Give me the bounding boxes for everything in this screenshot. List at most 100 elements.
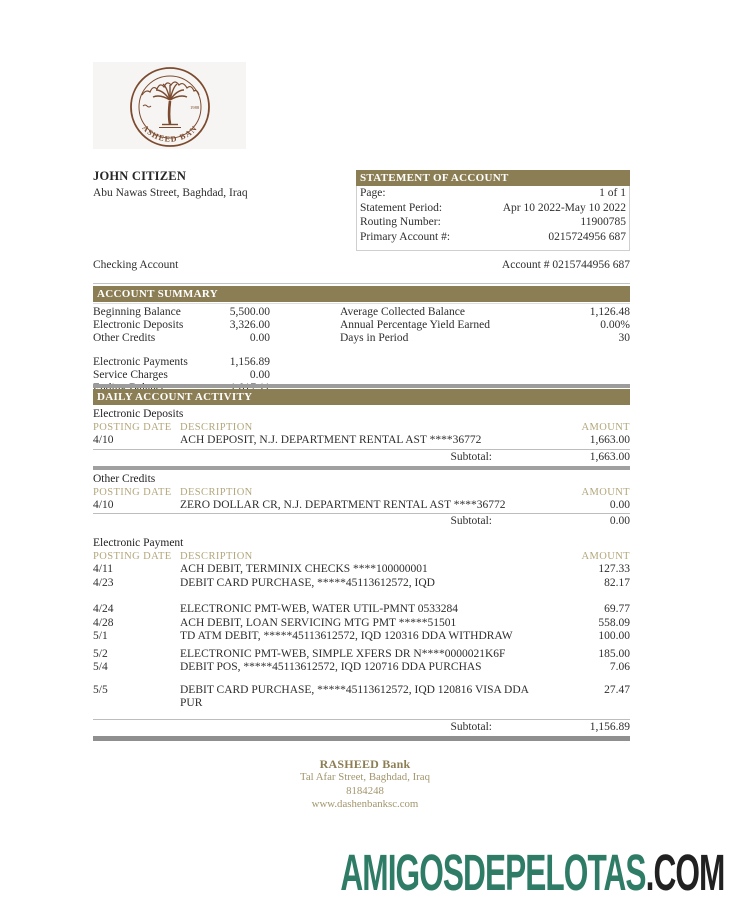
table-row: 5/5 DEBIT CARD PURCHASE, *****4511361257… <box>93 684 630 711</box>
logo-year: 1988 <box>190 105 200 110</box>
account-summary-body: Beginning Balance 5,500.00 Electronic De… <box>93 303 630 392</box>
cell-amount: 1,663.00 <box>589 434 630 446</box>
account-summary-right-column: Average Collected Balance 1,126.48 Annua… <box>340 306 630 345</box>
table-row: 4/28 ACH DEBIT, LOAN SERVICING MTG PMT *… <box>93 617 630 631</box>
summary-label: Annual Percentage Yield Earned <box>340 319 490 331</box>
table-row: 5/2 ELECTRONIC PMT-WEB, SIMPLE XFERS DR … <box>93 648 630 662</box>
header-posting-date: POSTING DATE <box>93 422 172 433</box>
cell-description: TD ATM DEBIT, *****45113612572, IQD 1203… <box>180 630 513 642</box>
header-posting-date: POSTING DATE <box>93 486 172 498</box>
bank-logo: RASHEED BANK 1988 <box>89 55 246 149</box>
cell-description: ELECTRONIC PMT-WEB, WATER UTIL-PMNT 0533… <box>180 603 459 615</box>
table-row: 4/10 ACH DEPOSIT, N.J. DEPARTMENT RENTAL… <box>93 434 630 448</box>
header-description: DESCRIPTION <box>180 551 253 562</box>
account-type: Checking Account <box>93 259 179 271</box>
statement-box-title: STATEMENT OF ACCOUNT <box>356 170 630 186</box>
section-name: Electronic Payment <box>93 537 184 549</box>
account-type-line: Checking Account Account # 0215744956 68… <box>93 258 630 272</box>
statement-info-box: STATEMENT OF ACCOUNT Page: 1 of 1 Statem… <box>356 170 630 252</box>
cell-amount: 185.00 <box>598 647 630 660</box>
summary-label: Days in Period <box>340 332 409 344</box>
summary-value: 30 <box>618 332 631 344</box>
statement-row-value: 11900785 <box>580 216 626 229</box>
summary-value: 0.00% <box>600 319 630 331</box>
cell-date: 5/2 <box>93 647 108 660</box>
cell-description: ACH DEBIT, LOAN SERVICING MTG PMT *****5… <box>180 616 457 629</box>
cell-date: 4/24 <box>93 603 114 615</box>
header-description: DESCRIPTION <box>180 486 253 498</box>
statement-row-routing: Routing Number: 11900785 <box>357 215 629 230</box>
summary-value: 0.00 <box>249 332 270 344</box>
customer-address: Abu Nawas Street, Baghdad, Iraq <box>93 187 248 199</box>
rasheed-bank-seal-icon: RASHEED BANK 1988 <box>89 55 210 147</box>
subtotal-row: Subtotal: 1,663.00 <box>93 448 630 464</box>
cell-amount: 27.47 <box>604 683 630 696</box>
summary-row: Other Credits 0.00 <box>93 332 270 345</box>
header-posting-date: POSTING DATE <box>93 551 172 562</box>
cell-amount: 82.17 <box>604 576 630 589</box>
statement-row-value: 0215724956 687 <box>548 230 626 243</box>
section-name: Other Credits <box>93 472 156 485</box>
bank-footer: RASHEED Bank Tal Afar Street, Baghdad, I… <box>0 757 730 812</box>
summary-row: Annual Percentage Yield Earned 0.00% <box>340 319 630 332</box>
statement-row-label: Primary Account #: <box>360 230 451 243</box>
daily-account-activity-section: DAILY ACCOUNT ACTIVITY Electronic Deposi… <box>93 384 630 741</box>
summary-label: Electronic Payments <box>93 356 188 368</box>
summary-value: 3,326.00 <box>229 319 270 331</box>
divider-bar <box>93 384 630 388</box>
subtotal-row: Subtotal: 1,156.89 <box>93 718 630 734</box>
activity-section-electronic-deposits: Electronic Deposits POSTING DATE DESCRIP… <box>93 408 630 470</box>
cell-amount: 558.09 <box>598 616 630 629</box>
account-summary-title: ACCOUNT SUMMARY <box>93 286 630 302</box>
footer-website: www.dashenbanksc.com <box>311 798 419 810</box>
summary-value: 1,126.48 <box>589 306 630 318</box>
cell-description: ACH DEBIT, TERMINIX CHECKS ****100000001 <box>180 563 428 575</box>
subtotal-label: Subtotal: <box>450 450 492 463</box>
statement-row-value: Apr 10 2022-May 10 2022 <box>502 201 626 214</box>
cell-description: DEBIT CARD PURCHASE, *****45113612572, I… <box>180 683 529 710</box>
summary-value: 5,500.00 <box>229 306 270 318</box>
header-amount: AMOUNT <box>581 486 630 498</box>
table-row: 5/4 DEBIT POS, *****45113612572, IQD 120… <box>93 661 630 675</box>
footer-bank-name: RASHEED Bank <box>319 757 411 771</box>
table-row: 4/23 DEBIT CARD PURCHASE, *****451136125… <box>93 577 630 591</box>
logo-arc-label: RASHEED BANK <box>93 62 199 144</box>
section-name: Electronic Deposits <box>93 408 184 420</box>
subtotal-amount: 0.00 <box>609 515 630 527</box>
divider-bar <box>93 735 630 741</box>
divider-bar <box>93 465 630 470</box>
subtotal-label: Subtotal: <box>450 515 492 527</box>
cell-description: DEBIT POS, *****45113612572, IQD 120716 … <box>180 661 482 673</box>
footer-address: Tal Afar Street, Baghdad, Iraq <box>300 771 430 783</box>
watermark-suffix: .COM <box>645 844 725 901</box>
summary-row: Beginning Balance 5,500.00 <box>93 306 270 319</box>
activity-section-electronic-payment: Electronic Payment POSTING DATE DESCRIPT… <box>93 537 630 741</box>
watermark-main: AMIGOSDEPELOTAS <box>339 844 646 901</box>
summary-label: Service Charges <box>93 369 168 381</box>
statement-row-label: Routing Number: <box>360 216 441 229</box>
statement-row-value: 1 of 1 <box>599 187 626 199</box>
account-summary-left-column: Beginning Balance 5,500.00 Electronic De… <box>93 306 270 392</box>
cell-amount: 0.00 <box>609 498 630 511</box>
table-row: 4/24 ELECTRONIC PMT-WEB, WATER UTIL-PMNT… <box>93 603 630 617</box>
activity-section-other-credits: Other Credits POSTING DATE DESCRIPTION A… <box>93 473 630 529</box>
table-header-row: POSTING DATE DESCRIPTION AMOUNT <box>93 421 630 434</box>
site-watermark: AMIGOSDEPELOTAS.COM <box>339 844 725 903</box>
cell-amount: 7.06 <box>609 661 630 673</box>
cell-date: 4/11 <box>93 563 114 575</box>
subtotal-label: Subtotal: <box>450 720 492 733</box>
subtotal-amount: 1,663.00 <box>589 450 630 463</box>
summary-row: Electronic Payments 1,156.89 <box>93 356 270 369</box>
statement-row-label: Page: <box>360 187 386 199</box>
table-row: 4/10 ZERO DOLLAR CR, N.J. DEPARTMENT REN… <box>93 499 630 513</box>
summary-label: Beginning Balance <box>93 306 181 318</box>
cell-date: 4/10 <box>93 434 114 446</box>
statement-row-period: Statement Period: Apr 10 2022-May 10 202… <box>357 201 629 216</box>
table-row: 5/1 TD ATM DEBIT, *****45113612572, IQD … <box>93 630 630 644</box>
cell-date: 5/1 <box>93 630 108 642</box>
summary-value: 0.00 <box>249 369 270 381</box>
statement-row-primary-account: Primary Account #: 0215724956 687 <box>357 230 629 245</box>
header-amount: AMOUNT <box>581 551 630 562</box>
cell-date: 4/10 <box>93 498 114 511</box>
